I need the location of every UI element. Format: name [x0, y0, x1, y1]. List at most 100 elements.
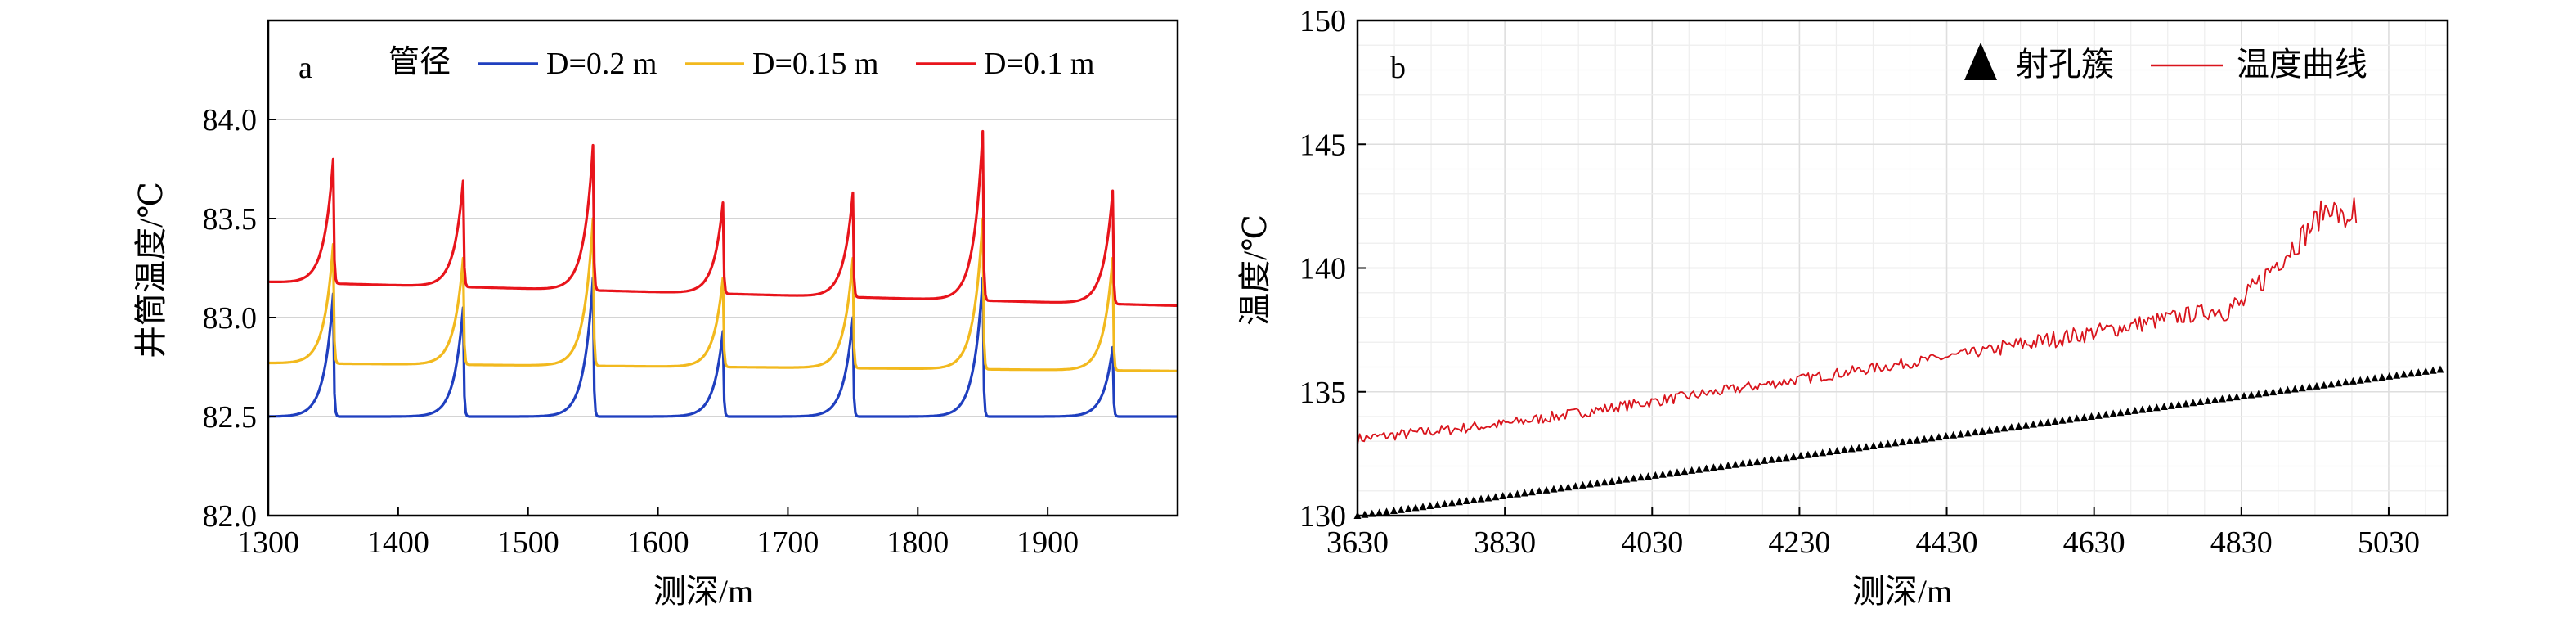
chart-b-perforation-marker: [1550, 485, 1558, 493]
chart-b-y-axis-label: 温度/℃: [1236, 214, 1273, 326]
chart-b-y-tick-label: 145: [1299, 128, 1346, 162]
chart-b-perforation-marker: [2116, 408, 2125, 417]
chart-b-perforation-marker: [1651, 471, 1659, 479]
chart-b-perforation-marker: [1761, 456, 1769, 464]
chart-b-perforation-markers: [1353, 365, 2444, 519]
chart-b-perforation-marker: [1731, 460, 1739, 468]
chart-b-perforation-marker: [2058, 416, 2067, 424]
chart-b-perforation-marker: [1615, 476, 1623, 484]
chart-b-perforation-marker: [1797, 451, 1805, 459]
chart-b-perforation-marker: [2036, 419, 2044, 427]
chart-b-perforation-marker: [1484, 494, 1492, 502]
chart-b-perforation-marker: [2298, 384, 2306, 392]
chart-b-perforation-marker: [2320, 381, 2328, 389]
chart-b-perforation-marker: [1913, 435, 1921, 444]
chart-b-perforation-marker: [1957, 430, 1965, 438]
chart-b-perforation-marker: [1782, 453, 1790, 462]
legend-label-d015: D=0.15 m: [752, 47, 878, 81]
chart-b-perforation-marker: [1499, 492, 1507, 500]
chart-a-series-line-1: [268, 217, 1178, 372]
chart-b-x-tick-label: 4230: [1768, 525, 1830, 560]
chart-b-perforation-marker: [1905, 436, 1914, 444]
chart-b-perforation-marker: [2197, 398, 2205, 406]
chart-b-perforation-marker: [2109, 409, 2117, 417]
chart-a-x-axis-label: 测深/m: [653, 573, 753, 610]
chart-b-perforation-marker: [1681, 467, 1689, 476]
chart-b-perforation-marker: [2283, 385, 2291, 394]
chart-b-perforation-marker: [1535, 487, 1543, 495]
chart-b-y-tick-label: 130: [1299, 499, 1346, 534]
chart-b-perforation-marker: [2211, 395, 2219, 403]
chart-b-perforation-marker: [2363, 375, 2372, 383]
chart-a-x-tick-label: 1800: [886, 525, 949, 560]
chart-b-perforation-marker: [1898, 438, 1906, 446]
chart-a-ticks: 82.0 82.5 83.0 83.5 84.0 1300 1400 1500 1600 1700…: [203, 103, 1079, 560]
chart-b-perforation-marker: [1434, 500, 1442, 508]
chart-b-y-tick-label: 140: [1299, 252, 1346, 286]
chart-b-y-tick-label: 135: [1299, 376, 1346, 410]
chart-b-perforation-marker: [2305, 383, 2313, 391]
chart-b-perforation-marker: [2131, 406, 2139, 414]
chart-b-perforation-marker: [2146, 404, 2154, 412]
chart-b-x-axis-label: 测深/m: [1852, 573, 1952, 610]
chart-b-perforation-marker: [1862, 443, 1870, 451]
chart-b-perforation-marker: [2414, 368, 2422, 376]
chart-b-perforation-marker: [2167, 401, 2175, 409]
chart-b-perforation-marker: [1441, 499, 1449, 507]
chart-b-perforation-marker: [1572, 482, 1580, 490]
chart-b-perforation-marker: [2313, 381, 2321, 390]
chart-b-perforation-marker: [1892, 439, 1900, 447]
chart-b-perforation-marker: [2400, 370, 2408, 378]
chart-b-x-tick-label: 4830: [2210, 525, 2273, 560]
chart-b-x-tick-label: 4430: [1916, 525, 1978, 560]
chart-a-x-tick-label: 1600: [627, 525, 689, 560]
chart-b-perforation-marker: [1389, 507, 1398, 515]
chart-b-perforation-marker: [1658, 470, 1667, 478]
chart-b-perforation-marker: [1789, 453, 1797, 461]
chart-b-x-tick-label: 4630: [2063, 525, 2125, 560]
chart-b-perforation-marker: [2233, 393, 2241, 401]
chart-b-perforation-marker: [1724, 461, 1732, 469]
chart-b-ticks: 130 135 140 145 150 3630 3830 4030 4230 4430 4630 4…: [1299, 4, 2420, 560]
chart-b-perforation-marker: [1383, 507, 1391, 516]
chart-b-perforation-marker: [1586, 480, 1594, 488]
chart-a-y-tick-label: 84.0: [203, 103, 258, 137]
chart-b-perforation-marker: [1978, 426, 1986, 435]
chart-b-perforation-marker: [1513, 489, 1521, 498]
chart-b-perforation-marker: [2051, 417, 2059, 426]
chart-b-perforation-marker: [1695, 465, 1703, 473]
chart-b-perforation-marker: [1753, 457, 1761, 466]
chart-b-perforation-marker: [1426, 502, 1434, 510]
chart-b-perforation-marker: [2277, 386, 2285, 394]
chart-a-series-line-2: [268, 129, 1178, 308]
chart-b-perforation-marker: [1376, 508, 1384, 516]
chart-b-perforation-marker: [2421, 367, 2430, 375]
chart-b-perforation-marker: [1630, 474, 1638, 482]
chart-b-perforation-marker: [2087, 412, 2095, 421]
chart-b-x-tick-label: 3830: [1474, 525, 1536, 560]
chart-b-perforation-marker: [1419, 503, 1427, 511]
chart-a-y-tick-label: 83.0: [203, 301, 258, 336]
chart-b-y-tick-label: 150: [1299, 4, 1346, 38]
chart-b-perforation-marker: [1709, 463, 1717, 471]
chart-b-perforation-marker: [2385, 372, 2394, 380]
chart-b-perforation-marker: [1593, 479, 1601, 487]
chart-b-perforation-marker: [2335, 379, 2343, 387]
chart-b-perforation-marker: [1920, 435, 1928, 443]
chart-b-temperature-line: [1357, 197, 2358, 445]
chart-b-perforation-marker: [2407, 369, 2415, 377]
chart-b-perforation-marker: [1528, 488, 1536, 496]
chart-b-perforation-marker: [1462, 497, 1470, 505]
chart-b-perforation-marker: [2015, 421, 2023, 430]
chart-b-perforation-marker: [2269, 388, 2278, 396]
chart-b-perforation-marker: [2291, 385, 2299, 393]
chart-a-legend-title: 管径: [388, 45, 451, 79]
chart-b-perforation-marker: [2341, 378, 2349, 386]
chart-b-perforation-marker: [2029, 420, 2037, 428]
chart-b-perforation-marker: [2174, 400, 2183, 408]
chart-b-perforation-marker: [2160, 403, 2168, 411]
chart-b-perforation-marker: [1767, 455, 1775, 463]
chart-b-perforation-marker: [2240, 391, 2248, 399]
chart-b-perforation-marker: [2371, 374, 2379, 382]
chart-b-perforation-marker: [1448, 498, 1456, 507]
